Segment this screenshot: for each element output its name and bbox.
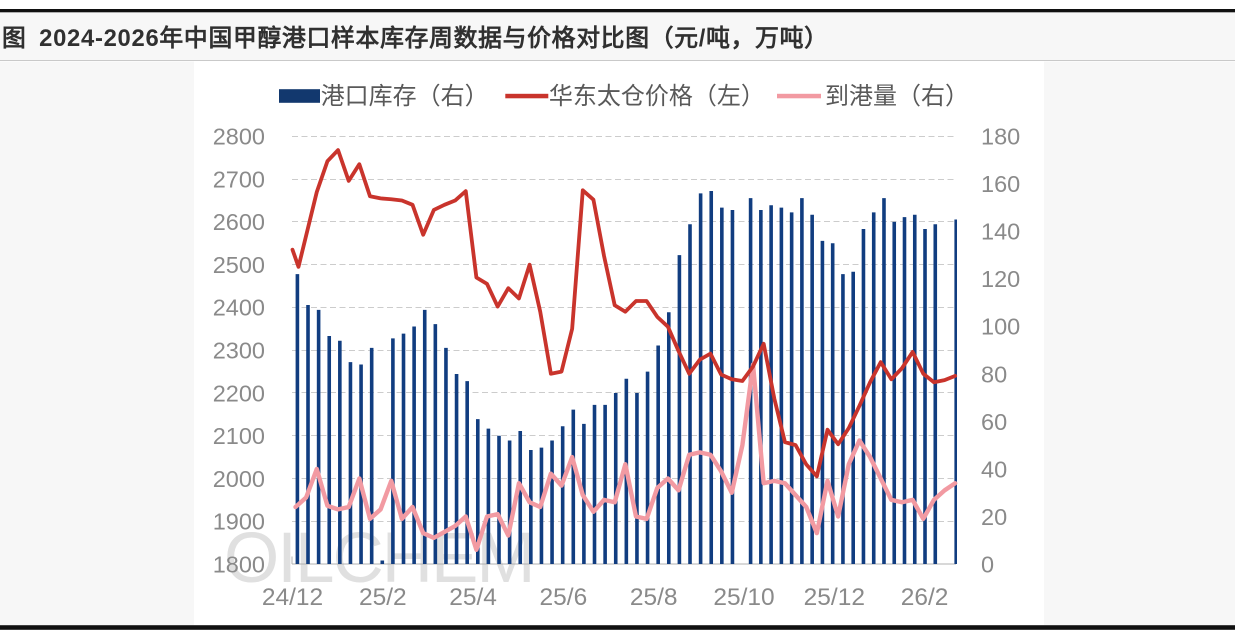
svg-text:0: 0	[981, 551, 994, 577]
svg-text:25/10: 25/10	[713, 584, 774, 611]
svg-text:120: 120	[981, 266, 1020, 292]
svg-text:25/4: 25/4	[449, 584, 497, 611]
svg-text:2200: 2200	[213, 380, 265, 406]
svg-text:26/2: 26/2	[901, 584, 949, 611]
svg-text:2500: 2500	[213, 252, 265, 278]
svg-text:港口库存（右）: 港口库存（右）	[321, 83, 489, 110]
svg-text:20: 20	[981, 504, 1007, 530]
svg-text:2700: 2700	[213, 167, 265, 193]
svg-text:图 2024-2026年中国甲醇港口样本库存周数据与价格对比: 图 2024-2026年中国甲醇港口样本库存周数据与价格对比图（元/吨，万吨）	[2, 24, 829, 52]
svg-text:25/6: 25/6	[540, 584, 588, 611]
svg-text:24/12: 24/12	[262, 584, 323, 611]
svg-text:180: 180	[981, 124, 1020, 150]
svg-text:2800: 2800	[213, 124, 265, 150]
svg-text:25/2: 25/2	[359, 584, 407, 611]
svg-text:60: 60	[981, 409, 1007, 435]
svg-text:2400: 2400	[213, 295, 265, 321]
svg-text:40: 40	[981, 456, 1007, 482]
svg-text:1800: 1800	[213, 551, 265, 577]
svg-text:2600: 2600	[213, 209, 265, 235]
svg-text:1900: 1900	[213, 509, 265, 535]
svg-text:到港量（右）: 到港量（右）	[825, 83, 969, 110]
svg-text:25/8: 25/8	[630, 584, 678, 611]
svg-text:2300: 2300	[213, 338, 265, 364]
svg-text:140: 140	[981, 219, 1020, 245]
svg-text:2000: 2000	[213, 466, 265, 492]
svg-text:25/12: 25/12	[804, 584, 865, 611]
svg-text:100: 100	[981, 314, 1020, 340]
svg-text:华东太仓价格（左）: 华东太仓价格（左）	[549, 83, 765, 110]
svg-text:2100: 2100	[213, 423, 265, 449]
svg-text:160: 160	[981, 171, 1020, 197]
svg-text:80: 80	[981, 361, 1007, 387]
